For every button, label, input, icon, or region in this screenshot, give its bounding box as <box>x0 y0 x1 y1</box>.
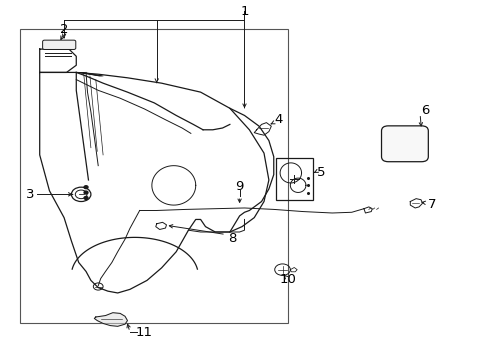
Bar <box>276 158 312 200</box>
Circle shape <box>84 197 88 199</box>
Text: 9: 9 <box>235 180 244 193</box>
Text: 2: 2 <box>60 23 68 36</box>
Text: 6: 6 <box>420 104 428 117</box>
Text: 10: 10 <box>279 273 296 286</box>
Text: 11: 11 <box>136 325 153 338</box>
Bar <box>20 30 288 323</box>
Text: 3: 3 <box>26 188 34 201</box>
FancyBboxPatch shape <box>381 126 427 162</box>
Text: 4: 4 <box>274 113 282 126</box>
Text: 5: 5 <box>317 166 325 179</box>
Text: 7: 7 <box>427 198 435 211</box>
FancyBboxPatch shape <box>42 40 76 49</box>
Text: 8: 8 <box>228 231 236 244</box>
Polygon shape <box>94 313 127 326</box>
Text: 1: 1 <box>240 5 248 18</box>
Circle shape <box>84 191 88 194</box>
Circle shape <box>84 186 88 189</box>
